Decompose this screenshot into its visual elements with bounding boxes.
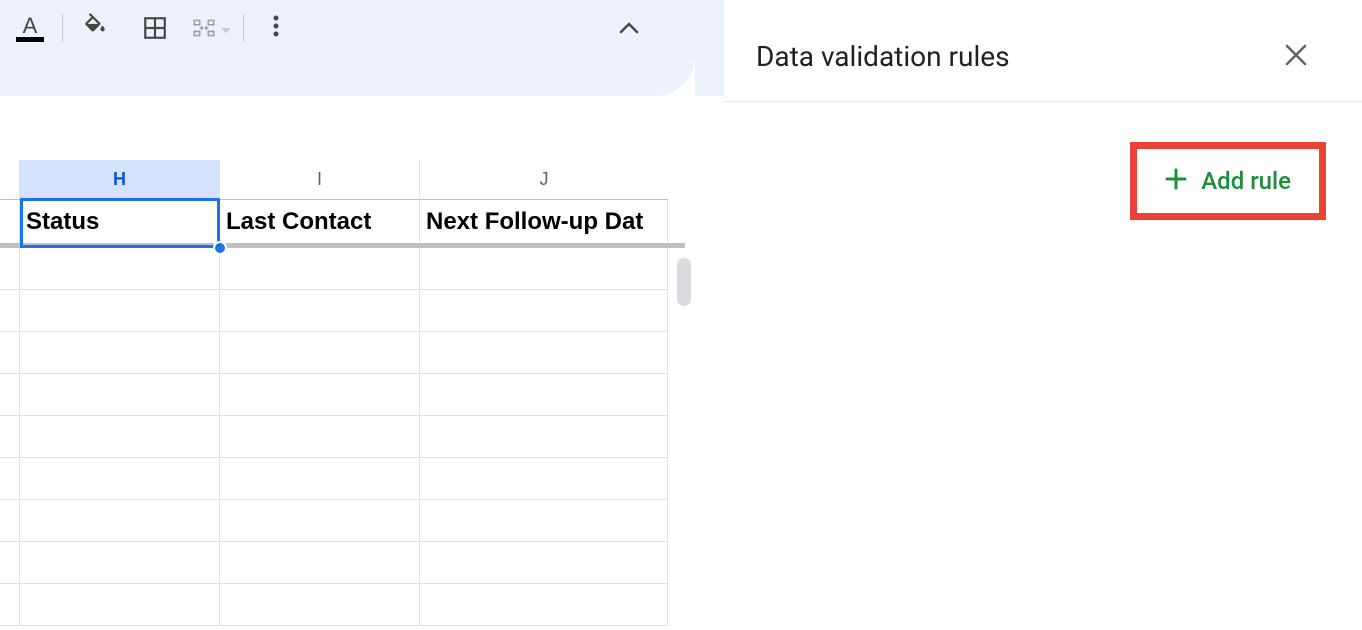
cell[interactable] <box>420 542 668 584</box>
cell[interactable] <box>420 374 668 416</box>
text-color-swatch <box>16 37 44 42</box>
close-icon <box>1285 44 1307 70</box>
spreadsheet-main-area: A <box>0 0 695 630</box>
table-row[interactable] <box>0 416 685 458</box>
cell[interactable] <box>0 458 20 500</box>
add-rule-highlight-box: Add rule <box>1130 142 1326 220</box>
spreadsheet-grid[interactable]: H I J Status Last Contact Next Follow-up… <box>0 160 685 630</box>
cell[interactable] <box>0 290 20 332</box>
toolbar: A <box>0 0 695 96</box>
cell[interactable] <box>0 542 20 584</box>
cell[interactable] <box>20 374 220 416</box>
cell[interactable] <box>20 332 220 374</box>
panel-header: Data validation rules <box>724 0 1362 102</box>
cell[interactable] <box>420 416 668 458</box>
table-row[interactable] <box>0 374 685 416</box>
plus-icon <box>1165 168 1187 194</box>
column-header-j[interactable]: J <box>420 160 668 200</box>
header-cell-next-followup[interactable]: Next Follow-up Dat <box>420 200 668 243</box>
cell[interactable] <box>220 500 420 542</box>
cell[interactable] <box>420 500 668 542</box>
cell[interactable] <box>20 500 220 542</box>
vertical-scrollbar[interactable] <box>677 258 691 306</box>
text-color-letter: A <box>23 17 38 35</box>
column-header[interactable] <box>0 160 20 200</box>
cell[interactable] <box>220 584 420 626</box>
cell[interactable] <box>0 332 20 374</box>
cell[interactable] <box>220 248 420 290</box>
panel-body: Add rule <box>724 102 1362 220</box>
chevron-up-icon <box>619 19 639 38</box>
cell[interactable] <box>420 584 668 626</box>
add-rule-button[interactable]: Add rule <box>1165 167 1291 195</box>
more-vertical-icon <box>273 15 279 41</box>
table-row[interactable] <box>0 290 685 332</box>
cell[interactable] <box>420 332 668 374</box>
text-color-button[interactable]: A <box>10 8 50 48</box>
cell[interactable] <box>20 458 220 500</box>
borders-button[interactable] <box>135 8 175 48</box>
cell[interactable] <box>220 374 420 416</box>
cell[interactable] <box>220 290 420 332</box>
table-row[interactable] <box>0 542 685 584</box>
data-validation-panel: Data validation rules Add rule <box>724 0 1362 630</box>
cell[interactable] <box>420 248 668 290</box>
frozen-header-row: Status Last Contact Next Follow-up Dat <box>0 200 685 248</box>
fill-color-button[interactable] <box>75 8 115 48</box>
cell[interactable] <box>0 248 20 290</box>
fill-icon <box>82 13 108 43</box>
cell[interactable] <box>20 542 220 584</box>
header-cell-last-contact[interactable]: Last Contact <box>220 200 420 243</box>
close-panel-button[interactable] <box>1280 41 1312 73</box>
header-cell[interactable] <box>0 200 20 243</box>
cell[interactable] <box>20 416 220 458</box>
cell[interactable] <box>420 458 668 500</box>
cell[interactable] <box>220 416 420 458</box>
cell[interactable] <box>0 374 20 416</box>
cell[interactable] <box>220 332 420 374</box>
cell[interactable] <box>0 584 20 626</box>
column-header-i[interactable]: I <box>220 160 420 200</box>
add-rule-label: Add rule <box>1201 167 1291 195</box>
cell[interactable] <box>220 542 420 584</box>
table-row[interactable] <box>0 500 685 542</box>
cell[interactable] <box>0 500 20 542</box>
cell[interactable] <box>20 290 220 332</box>
cell[interactable] <box>0 416 20 458</box>
cell[interactable] <box>220 458 420 500</box>
cell[interactable] <box>20 248 220 290</box>
collapse-toolbar-button[interactable] <box>613 12 645 44</box>
cell[interactable] <box>20 584 220 626</box>
column-header-h[interactable]: H <box>20 160 220 200</box>
selection-fill-handle[interactable] <box>213 241 227 255</box>
table-row[interactable] <box>0 248 685 290</box>
table-row[interactable] <box>0 584 685 626</box>
table-row[interactable] <box>0 332 685 374</box>
column-headers-row: H I J <box>0 160 685 200</box>
dropdown-arrow-icon <box>221 19 231 38</box>
table-row[interactable] <box>0 458 685 500</box>
cell[interactable] <box>420 290 668 332</box>
toolbar-divider <box>243 14 244 42</box>
toolbar-divider <box>62 14 63 42</box>
merge-cells-button[interactable] <box>191 8 231 48</box>
borders-icon <box>142 15 168 41</box>
panel-title: Data validation rules <box>756 40 1010 73</box>
more-options-button[interactable] <box>256 8 296 48</box>
merge-icon <box>191 15 217 41</box>
header-cell-status[interactable]: Status <box>20 200 220 243</box>
